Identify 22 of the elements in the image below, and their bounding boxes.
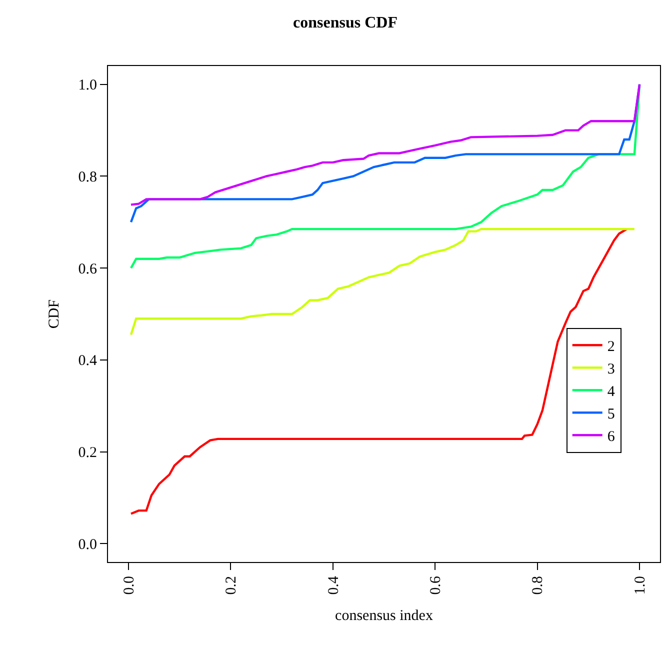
y-tick-label: 0.8 xyxy=(78,169,97,186)
legend-label: 6 xyxy=(607,428,616,445)
y-tick-label: 0.2 xyxy=(78,445,97,462)
x-tick-label: 0.4 xyxy=(326,576,342,595)
y-axis-title: CDF xyxy=(46,299,62,329)
legend-label: 3 xyxy=(607,361,615,378)
line-series xyxy=(130,228,636,336)
y-tick-label: 1.0 xyxy=(78,78,97,94)
x-tick-label: 0.8 xyxy=(530,576,546,595)
x-tick-label: 0.0 xyxy=(121,576,138,595)
y-tick-label: 0.4 xyxy=(78,353,98,370)
x-axis-title: consensus index xyxy=(335,608,434,624)
legend-label: 2 xyxy=(607,338,615,355)
y-tick-label: 0.6 xyxy=(78,261,98,278)
legend-label: 5 xyxy=(607,406,615,422)
y-tick-label: 0.0 xyxy=(78,536,97,553)
chart-title: consensus CDF xyxy=(293,14,398,32)
x-tick-label: 1.0 xyxy=(632,576,648,595)
x-tick-label: 0.2 xyxy=(224,576,240,595)
x-tick-label: 0.6 xyxy=(428,576,444,595)
line-series xyxy=(130,228,628,515)
legend-label: 4 xyxy=(607,384,616,400)
